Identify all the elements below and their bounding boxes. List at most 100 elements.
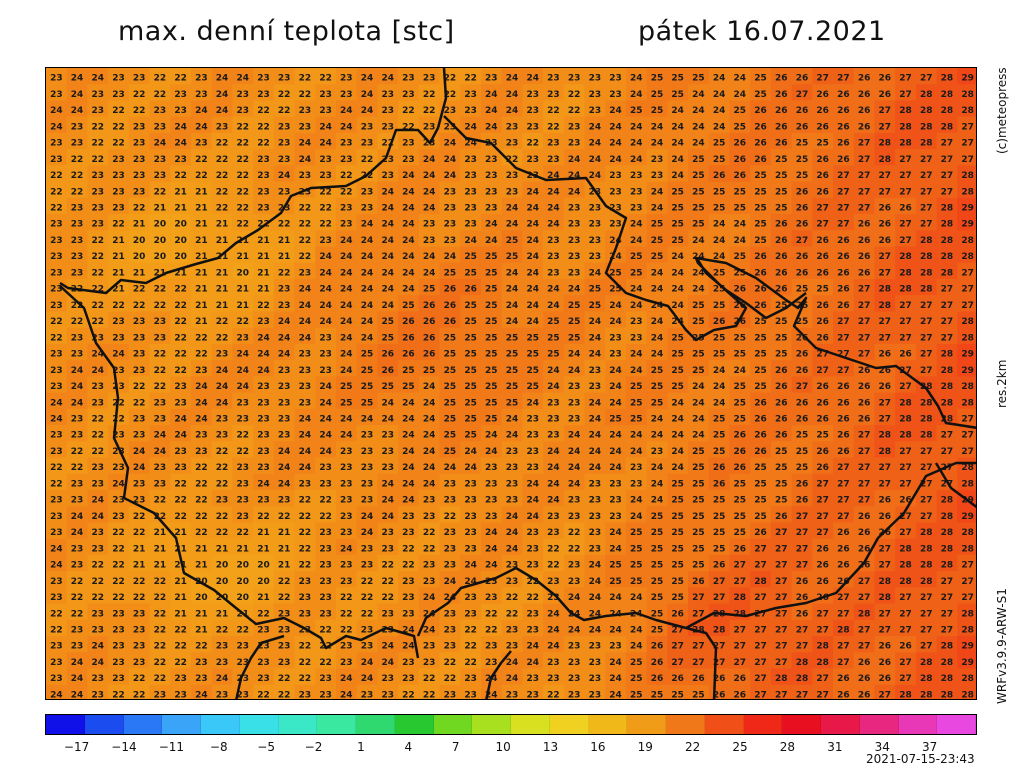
temperature-value: 23 bbox=[299, 171, 312, 181]
temperature-cell bbox=[791, 132, 813, 150]
temperature-value: 24 bbox=[713, 74, 726, 84]
temperature-value: 24 bbox=[340, 268, 353, 278]
temperature-cell bbox=[646, 149, 668, 166]
temperature-value: 23 bbox=[174, 90, 187, 100]
temperature-value: 23 bbox=[92, 171, 105, 181]
temperature-cell bbox=[170, 132, 192, 150]
temperature-value: 23 bbox=[319, 366, 332, 376]
temperature-value: 28 bbox=[961, 609, 974, 619]
temperature-value: 23 bbox=[361, 447, 374, 457]
colorbar-tick-label: 16 bbox=[590, 740, 606, 754]
temperature-value: 26 bbox=[754, 252, 767, 262]
temperature-value: 27 bbox=[941, 171, 954, 181]
temperature-value: 21 bbox=[278, 236, 291, 246]
temperature-value: 22 bbox=[319, 658, 332, 668]
temperature-value: 23 bbox=[444, 642, 457, 652]
temperature-value: 22 bbox=[133, 285, 146, 295]
temperature-value: 27 bbox=[754, 642, 767, 652]
temperature-value: 28 bbox=[941, 512, 954, 522]
temperature-cell bbox=[460, 165, 482, 183]
temperature-value: 27 bbox=[941, 626, 954, 636]
temperature-value: 22 bbox=[423, 528, 436, 538]
temperature-value: 24 bbox=[361, 674, 374, 684]
temperature-value: 24 bbox=[589, 626, 602, 636]
temperature-cell bbox=[253, 165, 275, 183]
temperature-value: 23 bbox=[71, 626, 84, 636]
temperature-cell bbox=[398, 100, 420, 118]
temperature-value: 28 bbox=[899, 398, 912, 408]
temperature-value: 21 bbox=[257, 528, 270, 538]
temperature-value: 25 bbox=[671, 187, 684, 197]
temperature-value: 21 bbox=[195, 561, 208, 571]
temperature-value: 23 bbox=[257, 463, 270, 473]
temperature-value: 25 bbox=[734, 106, 747, 116]
temperature-cell bbox=[915, 68, 938, 85]
temperature-value: 27 bbox=[816, 674, 829, 684]
temperature-cell bbox=[667, 214, 689, 231]
temperature-cell bbox=[729, 165, 751, 183]
temperature-value: 27 bbox=[899, 658, 912, 668]
temperature-value: 23 bbox=[609, 496, 622, 506]
temperature-value: 22 bbox=[154, 626, 167, 636]
temperature-value: 24 bbox=[50, 106, 63, 116]
temperature-cell bbox=[253, 68, 275, 85]
temperature-cell bbox=[833, 214, 855, 231]
temperature-value: 22 bbox=[50, 317, 63, 327]
temperature-cell bbox=[439, 197, 461, 215]
temperature-value: 22 bbox=[299, 90, 312, 100]
temperature-cell bbox=[232, 68, 254, 85]
temperature-value: 23 bbox=[340, 447, 353, 457]
temperature-value: 22 bbox=[133, 106, 146, 116]
temperature-cell bbox=[874, 84, 896, 102]
temperature-cell bbox=[812, 100, 834, 118]
temperature-value: 24 bbox=[589, 593, 602, 603]
temperature-cell bbox=[833, 149, 855, 166]
temperature-value: 23 bbox=[547, 415, 560, 425]
temperature-cell bbox=[315, 246, 337, 264]
temperature-value: 23 bbox=[609, 74, 622, 84]
temperature-value: 29 bbox=[961, 658, 974, 668]
temperature-cell bbox=[853, 68, 876, 85]
temperature-value: 22 bbox=[92, 122, 105, 132]
temperature-value: 23 bbox=[278, 301, 291, 311]
temperature-value: 27 bbox=[899, 382, 912, 392]
temperature-value: 24 bbox=[402, 415, 415, 425]
temperature-value: 25 bbox=[651, 577, 664, 587]
temperature-value: 23 bbox=[50, 496, 63, 506]
temperature-cell bbox=[377, 197, 399, 215]
temperature-value: 23 bbox=[464, 171, 477, 181]
temperature-value: 25 bbox=[464, 301, 477, 311]
temperature-value: 27 bbox=[816, 528, 829, 538]
temperature-value: 26 bbox=[444, 285, 457, 295]
temperature-value: 22 bbox=[112, 415, 125, 425]
temperature-map: 23 24 24 23 23 22 22 23 24 24 23 23 22 22 23 24 24 23 23 22… bbox=[45, 67, 977, 700]
temperature-value: 24 bbox=[195, 106, 208, 116]
temperature-value: 25 bbox=[485, 398, 498, 408]
temperature-value: 21 bbox=[278, 561, 291, 571]
temperature-value: 24 bbox=[340, 366, 353, 376]
temperature-value: 23 bbox=[278, 496, 291, 506]
temperature-value: 27 bbox=[775, 577, 788, 587]
temperature-value: 25 bbox=[506, 252, 519, 262]
temperature-cell bbox=[480, 132, 503, 150]
temperature-cell bbox=[87, 214, 109, 231]
temperature-cell bbox=[377, 84, 399, 102]
temperature-value: 28 bbox=[920, 122, 933, 132]
temperature-value: 23 bbox=[589, 252, 602, 262]
temperature-value: 23 bbox=[609, 512, 622, 522]
temperature-value: 26 bbox=[858, 220, 871, 230]
temperature-value: 23 bbox=[50, 139, 63, 149]
temperature-value: 23 bbox=[589, 544, 602, 554]
temperature-value: 24 bbox=[361, 236, 374, 246]
temperature-cell bbox=[439, 214, 461, 231]
temperature-value: 25 bbox=[671, 690, 684, 700]
temperature-cell bbox=[646, 132, 668, 150]
temperature-value: 24 bbox=[485, 90, 498, 100]
temperature-cell bbox=[294, 149, 316, 166]
temperature-value: 24 bbox=[485, 447, 498, 457]
temperature-value: 27 bbox=[879, 479, 892, 489]
temperature-value: 26 bbox=[858, 268, 871, 278]
temperature-value: 23 bbox=[112, 155, 125, 165]
temperature-value: 24 bbox=[216, 398, 229, 408]
temperature-value: 23 bbox=[236, 415, 249, 425]
